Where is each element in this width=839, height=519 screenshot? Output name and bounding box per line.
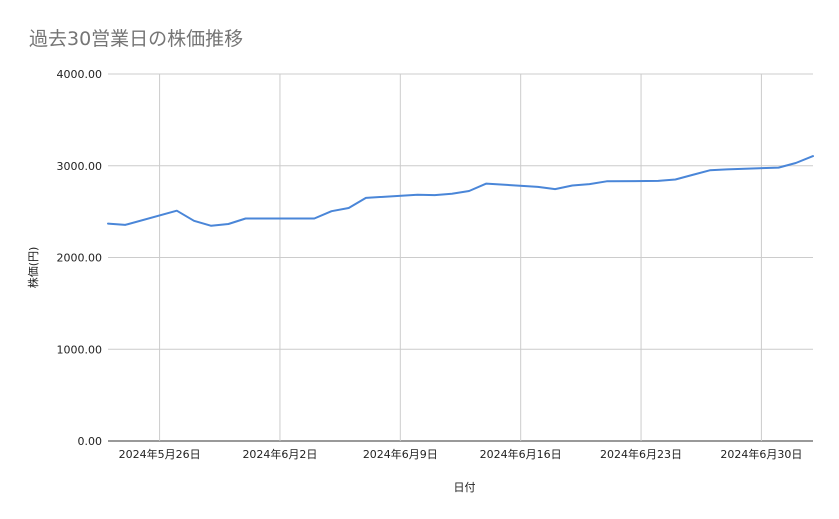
series-line xyxy=(107,155,814,227)
x-axis-title: 日付 xyxy=(454,481,476,494)
x-tick-label: 2024年6月9日 xyxy=(363,447,438,461)
y-tick-label: 2000.00 xyxy=(57,252,103,265)
y-tick-label: 3000.00 xyxy=(57,160,103,173)
x-tick-label: 2024年5月26日 xyxy=(119,447,201,461)
x-tick-label: 2024年6月30日 xyxy=(720,447,802,461)
x-tick-label: 2024年6月16日 xyxy=(480,447,562,461)
y-tick-label: 0.00 xyxy=(78,435,103,448)
chart-title: 過去30営業日の株価推移 xyxy=(29,28,244,50)
y-tick-label: 4000.00 xyxy=(57,68,103,81)
x-tick-label: 2024年6月23日 xyxy=(600,447,682,461)
y-axis-title: 株価(円) xyxy=(26,247,40,289)
y-tick-label: 1000.00 xyxy=(57,343,103,356)
x-tick-label: 2024年6月2日 xyxy=(242,447,317,461)
